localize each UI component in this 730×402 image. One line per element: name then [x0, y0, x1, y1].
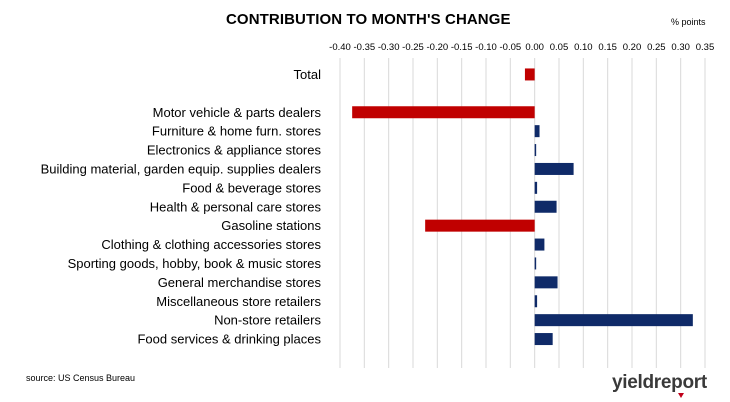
bar: [534, 276, 558, 289]
x-tick-label: -0.40: [329, 42, 351, 53]
bar: [534, 125, 540, 138]
x-tick-label: 0.30: [671, 42, 690, 53]
x-tick-label: -0.25: [402, 42, 424, 53]
x-tick-label: -0.20: [427, 42, 449, 53]
units-label: % points: [671, 17, 706, 27]
x-tick-label: -0.05: [500, 42, 522, 53]
category-label: Motor vehicle & parts dealers: [153, 105, 322, 120]
bar: [425, 219, 535, 232]
category-label: Food services & drinking places: [137, 332, 321, 347]
bar: [534, 295, 538, 308]
category-label: Furniture & home furn. stores: [152, 124, 322, 139]
category-label: Clothing & clothing accessories stores: [101, 237, 321, 252]
x-tick-label: 0.25: [647, 42, 666, 53]
bar: [534, 162, 574, 175]
bar: [524, 68, 535, 81]
chart-title: CONTRIBUTION TO MONTH'S CHANGE: [226, 11, 511, 28]
category-label: Electronics & appliance stores: [147, 143, 322, 158]
category-label: Food & beverage stores: [182, 180, 321, 195]
category-label: Non-store retailers: [214, 313, 321, 328]
logo-marker-icon: [678, 393, 684, 398]
category-label: Gasoline stations: [221, 218, 321, 233]
x-tick-label: 0.00: [525, 42, 544, 53]
category-label: General merchandise stores: [158, 275, 322, 290]
bar: [534, 314, 693, 327]
x-tick-label: 0.05: [550, 42, 569, 53]
category-label: Health & personal care stores: [150, 199, 322, 214]
bars: [352, 68, 693, 346]
x-tick-label: 0.35: [696, 42, 715, 53]
x-tick-label: -0.10: [475, 42, 497, 53]
x-tick-label: -0.30: [378, 42, 400, 53]
category-label: Miscellaneous store retailers: [156, 294, 321, 309]
x-tick-label: -0.35: [354, 42, 376, 53]
bar: [534, 200, 557, 213]
logo-text: yieldreport: [612, 372, 707, 393]
bar: [534, 144, 537, 157]
source-note: source: US Census Bureau: [26, 373, 136, 383]
x-tick-label: -0.15: [451, 42, 473, 53]
category-labels: Total Motor vehicle & parts dealers Furnit…: [41, 67, 322, 347]
x-axis-ticks: -0.40 -0.35 -0.30 -0.25 -0.20 -0.15 -0.10 -0.05…: [329, 42, 714, 53]
x-tick-label: 0.15: [598, 42, 617, 53]
x-tick-label: 0.10: [574, 42, 593, 53]
bar: [534, 333, 553, 346]
category-label: Total: [294, 67, 322, 82]
yieldreport-logo: yieldreport: [612, 372, 707, 398]
bar: [534, 257, 537, 270]
bar: [534, 181, 538, 194]
bar: [352, 106, 535, 119]
x-tick-label: 0.20: [623, 42, 642, 53]
category-label: Building material, garden equip. supplie…: [41, 161, 322, 176]
category-label: Sporting goods, hobby, book & music stor…: [68, 256, 322, 271]
bar: [534, 238, 545, 251]
